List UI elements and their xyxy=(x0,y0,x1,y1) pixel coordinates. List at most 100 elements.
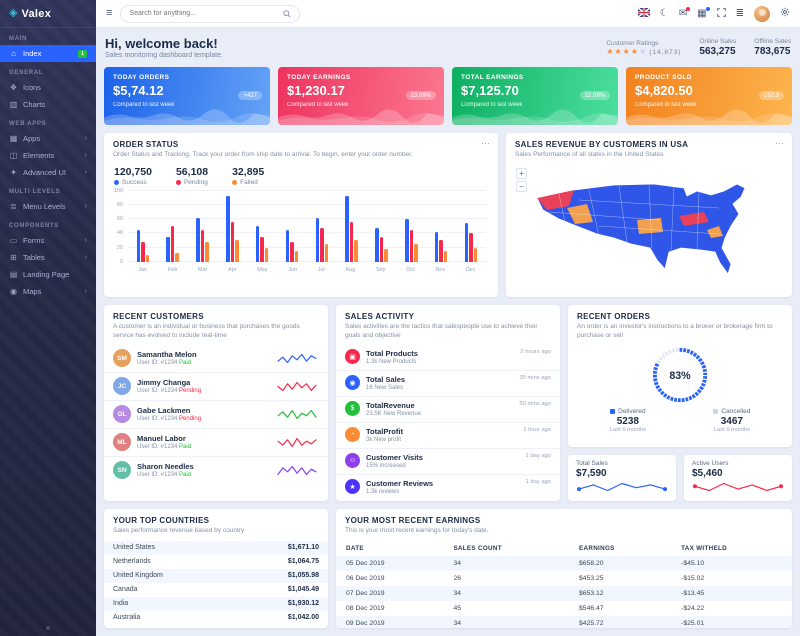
country-row[interactable]: Canada $1,045.49 xyxy=(113,586,319,594)
logo[interactable]: ◈ Valex xyxy=(0,0,96,28)
list-menu-icon[interactable]: ≣ xyxy=(735,7,744,19)
activity-row[interactable]: $ TotalRevenue 23.5K New Revenue 50 mins … xyxy=(336,395,560,422)
shortcuts-grid-icon[interactable]: ▦ xyxy=(697,6,710,19)
table-row[interactable]: 07 Dec 2019 34 $653.12 -$13.45 xyxy=(336,585,792,601)
activity-row[interactable]: ☺ Customer Visits 15% increased 1 day ago xyxy=(336,447,560,474)
today-orders-card[interactable]: TODAY ORDERS $5,74.12 Compared to last w… xyxy=(104,67,270,125)
table-row[interactable]: 06 Dec 2019 26 $453.25 -$15.02 xyxy=(346,574,705,582)
sidebar-section-main: MAIN xyxy=(9,36,28,42)
customer-row[interactable]: JC Jimmy Changa User ID: #1234 Pending xyxy=(104,371,328,400)
customer-row[interactable]: SN Sharon Needles User ID: #1234 Paid xyxy=(104,455,328,484)
card-description: This is your most recent earnings for to… xyxy=(345,527,489,534)
chevron-right-icon: › xyxy=(84,288,87,295)
chevron-right-icon: › xyxy=(84,135,87,142)
total-sales-mini-card[interactable]: Total Sales $7,590 xyxy=(568,455,676,501)
activity-time: 1 day ago xyxy=(525,479,551,486)
sidebar-expand-icon[interactable]: » xyxy=(45,623,51,632)
customer-sparkline xyxy=(277,465,317,475)
country-row[interactable]: United Kingdom $1,055.98 xyxy=(104,568,328,583)
activity-row[interactable]: ★ Customer Reviews 1.3k reviews 1 day ago xyxy=(336,473,560,500)
notification-dot xyxy=(686,6,691,11)
messages-icon[interactable]: ✉ xyxy=(679,6,691,19)
product-sold-card[interactable]: PRODUCT SOLD $4,820.50 Compared to last … xyxy=(626,67,792,125)
recent-earnings-card: YOUR MOST RECENT EARNINGS This is your m… xyxy=(336,509,792,628)
wave-decoration xyxy=(278,109,444,125)
customer-row[interactable]: ML Manuel Labor User ID: #1234 Paid xyxy=(104,427,328,456)
menu-toggle-icon[interactable]: ≡ xyxy=(106,7,113,19)
pending-dot xyxy=(175,179,181,185)
menu-levels-icon: ≣ xyxy=(10,202,17,211)
status-badge: Pending xyxy=(179,416,202,423)
sidebar-item-icons[interactable]: ❖ Icons xyxy=(0,79,96,96)
dark-mode-icon[interactable]: ☾ xyxy=(659,7,669,19)
stat-cards-row: TODAY ORDERS $5,74.12 Compared to last w… xyxy=(104,67,792,125)
today-earnings-card[interactable]: TODAY EARNINGS $1,230.17 Compared to las… xyxy=(278,67,444,125)
fullscreen-icon[interactable] xyxy=(716,7,726,20)
more-options-icon[interactable]: ⋯ xyxy=(775,138,784,148)
sidebar-item-menu-levels[interactable]: ≣ Menu Levels › xyxy=(0,198,96,215)
avatar: SN xyxy=(113,461,131,480)
page-title: Hi, welcome back! xyxy=(105,36,218,51)
charts-icon: ▥ xyxy=(9,100,18,109)
orders-column: RECENT ORDERS An order is an investor's … xyxy=(568,305,792,501)
country-row[interactable]: United States $1,671.10 xyxy=(104,540,328,555)
card-title: RECENT CUSTOMERS xyxy=(113,312,204,321)
sidebar-section-general: GENERAL xyxy=(9,70,44,76)
customer-row[interactable]: SM Samantha Melon User ID: #1234 Paid xyxy=(104,345,328,372)
card-title: RECENT ORDERS xyxy=(577,312,651,321)
country-row[interactable]: Netherlands $1,064.75 xyxy=(113,558,319,566)
mini-stats-row: Total Sales $7,590 Active Users $5,460 xyxy=(568,455,792,501)
more-options-icon[interactable]: ⋯ xyxy=(481,138,490,148)
sidebar-item-forms[interactable]: ▭ Forms › xyxy=(0,232,96,249)
sidebar-item-elements[interactable]: ◫ Elements › xyxy=(0,147,96,164)
table-row[interactable]: 05 Dec 2019 34 $658.20 -$45.10 xyxy=(336,555,792,571)
sidebar-item-tables[interactable]: ⊞ Tables › xyxy=(0,249,96,266)
search-input[interactable] xyxy=(129,10,278,17)
country-row[interactable]: India $1,930.12 xyxy=(104,596,328,611)
settings-gear-icon[interactable] xyxy=(780,7,790,20)
valex-diamond-icon: ◈ xyxy=(9,7,18,19)
activity-list: ▣ Total Products 1.3k New Products 2 hour… xyxy=(336,345,560,500)
activity-row[interactable]: ◔ TotalProfit 3k New profit 1 hour ago xyxy=(336,421,560,448)
orders-legend: Delivered 5238 Last 6 months Cancelled 3… xyxy=(568,408,792,439)
activity-time: 1 day ago xyxy=(525,453,551,460)
sidebar-item-charts[interactable]: ▥ Charts xyxy=(0,96,96,113)
user-avatar[interactable] xyxy=(754,5,770,22)
activity-row[interactable]: ▣ Total Products 1.3k New Products 2 hour… xyxy=(336,345,560,370)
notification-dot xyxy=(705,6,710,11)
chevron-right-icon: › xyxy=(84,152,87,159)
card-title: ORDER STATUS xyxy=(113,140,179,149)
sidebar-item-maps[interactable]: ◉ Maps › xyxy=(0,283,96,300)
apps-icon: ▦ xyxy=(9,134,18,143)
order-status-plot xyxy=(128,189,486,262)
activity-time: 1 hour ago xyxy=(523,427,551,434)
search-icon[interactable] xyxy=(283,9,291,18)
sidebar-item-advanced-ui[interactable]: ✦ Advanced UI › xyxy=(0,164,96,181)
active-users-mini-card[interactable]: Active Users $5,460 xyxy=(684,455,792,501)
table-row[interactable]: 08 Dec 2019 45 $546.47 -$24.22 xyxy=(346,604,705,612)
usa-choropleth-svg[interactable] xyxy=(514,164,784,282)
language-flag-icon[interactable] xyxy=(637,6,651,20)
gauge-label: 83% xyxy=(669,369,691,381)
customer-row[interactable]: GL Gabe Lackmen User ID: #1234 Pending xyxy=(104,399,328,428)
welcome-row: Hi, welcome back! Sales monitoring dashb… xyxy=(104,36,792,59)
sidebar-item-landing-page[interactable]: ▤ Landing Page xyxy=(0,266,96,283)
ratings-count: (14,873) xyxy=(649,48,682,56)
table-row[interactable]: 09 Dec 2019 34 $425.72 -$25.01 xyxy=(336,615,792,628)
sidebar-item-label: Elements xyxy=(23,151,55,160)
sidebar-item-label: Apps xyxy=(23,134,41,143)
zoom-in-button[interactable]: + xyxy=(516,167,527,179)
topbar-icons: ☾ ✉ ▦ ≣ xyxy=(637,5,790,22)
country-row[interactable]: Australia $1,042.00 xyxy=(113,614,319,622)
chevron-right-icon: › xyxy=(84,237,87,244)
customer-ratings: Customer Ratings ★★★★★ (14,873) xyxy=(606,40,681,56)
sidebar-item-index[interactable]: ⌂ Index 1 xyxy=(0,45,96,62)
zoom-out-button[interactable]: − xyxy=(516,180,527,192)
status-badge: Paid xyxy=(179,360,192,367)
total-earnings-card[interactable]: TOTAL EARNINGS $7,125.70 Compared to las… xyxy=(452,67,618,125)
ratings-label: Customer Ratings xyxy=(606,39,659,47)
sidebar-item-apps[interactable]: ▦ Apps › xyxy=(0,130,96,147)
card-description: A customer is an individual or business … xyxy=(113,323,300,339)
card-title: SALES REVENUE BY CUSTOMERS IN USA xyxy=(515,140,689,149)
activity-row[interactable]: ◉ Total Sales 16 New Sales 35 mins ago xyxy=(336,369,560,396)
